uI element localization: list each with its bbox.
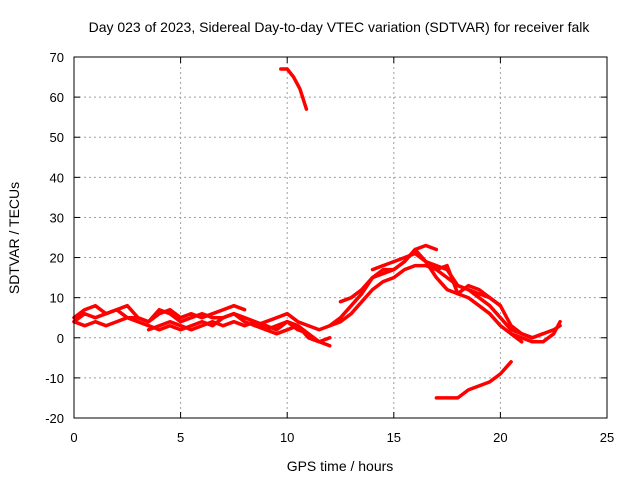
x-tick-label: 15	[387, 430, 401, 445]
y-tick-label: 30	[50, 210, 64, 225]
y-tick-label: 50	[50, 130, 64, 145]
y-tick-label: 20	[50, 251, 64, 266]
y-tick-label: -10	[45, 371, 64, 386]
x-axis-label: GPS time / hours	[287, 458, 394, 474]
y-tick-label: 60	[50, 90, 64, 105]
y-tick-label: 70	[50, 50, 64, 65]
y-tick-label: -20	[45, 411, 64, 426]
x-tick-label: 10	[280, 430, 294, 445]
chart-title: Day 023 of 2023, Sidereal Day-to-day VTE…	[89, 19, 591, 35]
axis-ticks: 0 5 10 15 20 25 -20 -10 0 10 20 30 40 50 60 70	[45, 50, 614, 445]
x-tick-label: 0	[70, 430, 77, 445]
plot-frame	[73, 56, 608, 419]
series-line-track-5	[253, 247, 524, 344]
series-line-track-9	[424, 259, 503, 308]
series-line-track-3	[72, 303, 247, 324]
x-tick-label: 25	[600, 430, 614, 445]
y-tick-label: 0	[57, 331, 64, 346]
series-line-track-4	[146, 319, 332, 348]
x-tick-label: 5	[177, 430, 184, 445]
y-tick-label: 40	[50, 170, 64, 185]
series-line-track-8	[370, 251, 562, 340]
x-tick-label: 20	[493, 430, 507, 445]
y-tick-label: 10	[50, 291, 64, 306]
series-line-track-10	[509, 319, 562, 344]
y-axis-label: SDTVAR / TECUs	[6, 182, 22, 294]
series-line-track-12	[279, 67, 309, 111]
grid	[74, 57, 607, 418]
series-line-track-11	[434, 360, 513, 400]
series-line-track-6	[338, 243, 439, 304]
plot-series	[72, 67, 562, 400]
